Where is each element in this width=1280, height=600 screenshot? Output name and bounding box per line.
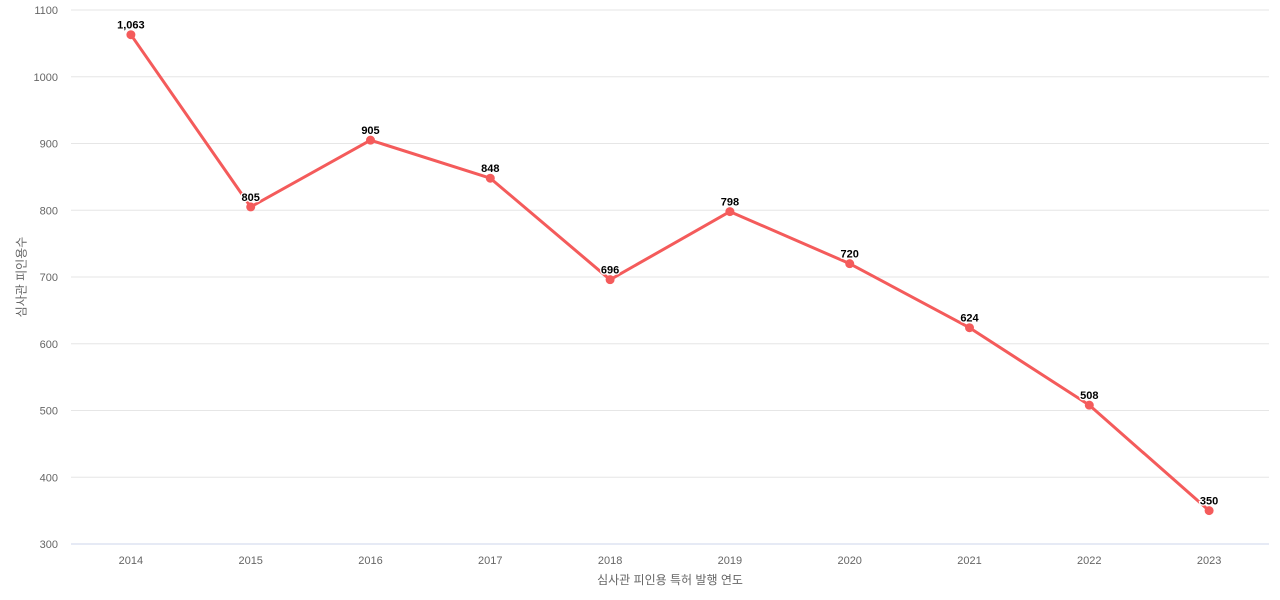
series-line bbox=[129, 33, 1211, 513]
data-point-marker[interactable] bbox=[126, 30, 136, 40]
x-tick-label: 2022 bbox=[1077, 555, 1101, 567]
x-tick-label: 2019 bbox=[718, 555, 742, 567]
data-point-marker[interactable] bbox=[605, 275, 615, 285]
y-axis-title: 심사관 피인용수 bbox=[14, 236, 29, 318]
x-axis-title: 심사관 피인용 특허 발행 연도 bbox=[597, 573, 743, 587]
data-point-label: 798 bbox=[721, 197, 739, 209]
y-tick-label: 800 bbox=[40, 205, 58, 217]
x-tick-label: 2018 bbox=[598, 555, 622, 567]
data-point-marker[interactable] bbox=[366, 135, 375, 145]
data-point-label: 720 bbox=[841, 249, 859, 261]
y-tick-label: 400 bbox=[40, 472, 58, 484]
data-point-marker[interactable] bbox=[485, 173, 495, 183]
data-point-marker[interactable] bbox=[1204, 506, 1214, 516]
data-point-marker[interactable] bbox=[246, 202, 256, 212]
data-point-marker[interactable] bbox=[725, 207, 735, 217]
x-tick-label: 2014 bbox=[119, 555, 143, 567]
data-point-marker[interactable] bbox=[965, 323, 974, 333]
x-tick-label: 2017 bbox=[478, 555, 502, 567]
data-point-label: 848 bbox=[481, 163, 499, 175]
data-point-label: 696 bbox=[601, 265, 619, 277]
data-point-label: 805 bbox=[242, 192, 260, 204]
data-point-label: 905 bbox=[361, 125, 379, 137]
data-point-marker[interactable] bbox=[845, 259, 855, 269]
data-point-label: 350 bbox=[1200, 496, 1218, 508]
y-tick-label: 500 bbox=[40, 406, 58, 418]
data-point-marker[interactable] bbox=[1084, 400, 1094, 410]
y-tick-label: 700 bbox=[40, 272, 58, 284]
y-tick-label: 600 bbox=[40, 339, 58, 351]
y-tick-label: 1100 bbox=[34, 5, 58, 17]
y-tick-label: 900 bbox=[40, 139, 58, 151]
y-tick-label: 1000 bbox=[34, 72, 58, 84]
x-tick-label: 2021 bbox=[957, 555, 981, 567]
data-point-label: 508 bbox=[1080, 390, 1098, 402]
data-point-label: 1,063 bbox=[117, 20, 145, 32]
x-tick-label: 2020 bbox=[837, 555, 861, 567]
x-tick-label: 2016 bbox=[358, 555, 382, 567]
y-tick-label: 300 bbox=[40, 539, 58, 551]
x-tick-label: 2023 bbox=[1197, 555, 1221, 567]
x-tick-label: 2015 bbox=[238, 555, 262, 567]
data-point-label: 624 bbox=[960, 313, 979, 325]
